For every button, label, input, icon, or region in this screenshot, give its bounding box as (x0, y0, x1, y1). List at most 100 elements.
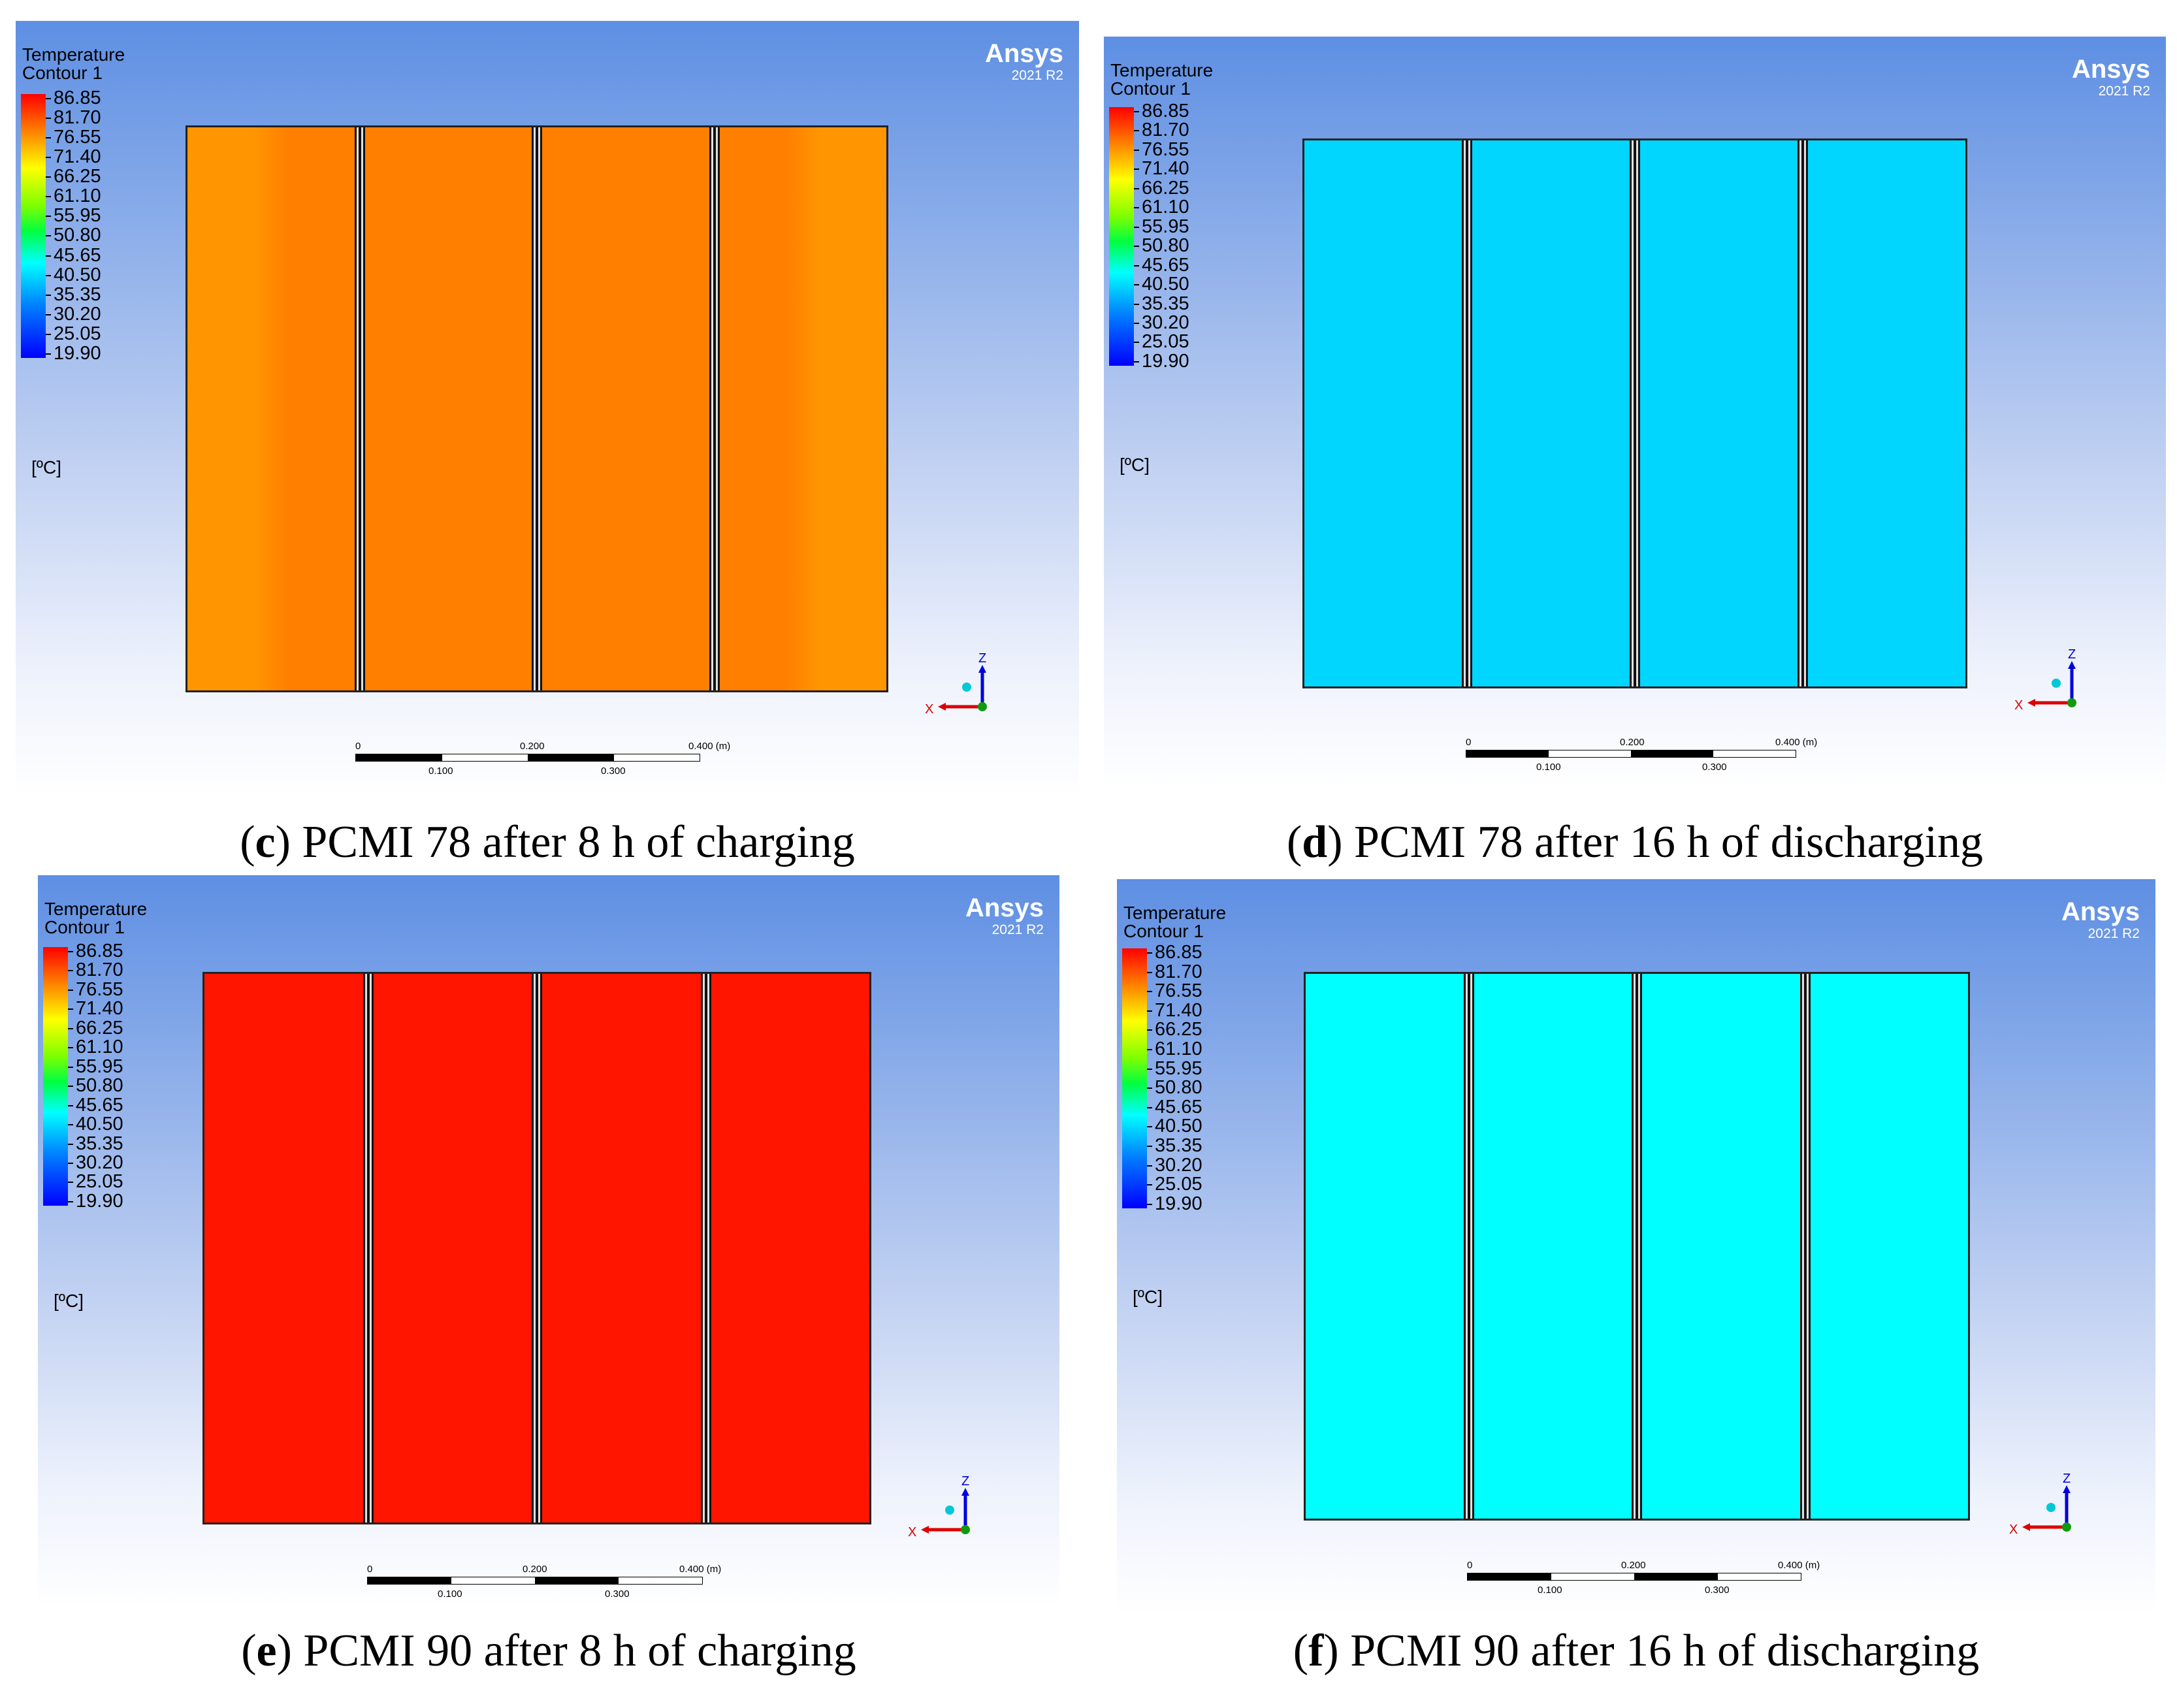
svg-text:X: X (2009, 1523, 2018, 1537)
axis-triad: Z X (2014, 649, 2076, 713)
pcm-cell (364, 127, 532, 690)
pcm-cell (1642, 974, 1800, 1519)
legend-tick: 81.70 (1134, 120, 1189, 141)
legend-tick: 86.85 (46, 88, 101, 108)
legend-tick: 71.40 (1147, 999, 1202, 1021)
model-domain (1302, 138, 1967, 688)
axis-triad: Z X (2009, 1474, 2071, 1537)
legend-tick: 25.05 (1134, 331, 1189, 353)
legend-tick: 25.05 (1147, 1174, 1202, 1195)
pcm-cell (1472, 140, 1630, 686)
ansys-logo: Ansys 2021 R2 (965, 894, 1044, 937)
legend-unit: [ºC] (1120, 455, 1150, 475)
legend-tick: 76.55 (1134, 138, 1189, 160)
legend-tick: 66.25 (1134, 177, 1189, 199)
scale-bar: 0 0.200 0.400 (m) 0.100 0.300 (1466, 737, 1818, 773)
legend-tick: 76.55 (46, 127, 101, 148)
legend-tick: 30.20 (46, 303, 101, 325)
caption-e: (e) PCMI 90 after 8 h of charging (241, 1626, 856, 1676)
svg-text:Z: Z (978, 653, 986, 666)
legend-tick: 76.55 (68, 978, 123, 1000)
legend-ticks: 86.85 81.70 76.55 71.40 66.25 61.10 55.9… (1147, 942, 1202, 1214)
legend-title: Temperature Contour 1 (44, 899, 148, 937)
contour-panel-f: Temperature Contour 1 86.85 81.70 76.55 7… (1117, 879, 2155, 1615)
legend-tick: 55.95 (68, 1055, 123, 1077)
pcm-cell (204, 974, 363, 1523)
legend-tick: 55.95 (1134, 216, 1189, 237)
legend-tick: 30.20 (1147, 1154, 1202, 1176)
legend-tick: 50.80 (1147, 1077, 1202, 1099)
scale-bar: 0 0.200 0.400 (m) 0.100 0.300 (355, 741, 731, 777)
scale-bar: 0 0.200 0.400 (m) 0.100 0.300 (1467, 1560, 1820, 1596)
color-bar (1122, 948, 1147, 1208)
pcm-cell (1808, 140, 1965, 686)
cell-wall (354, 127, 365, 690)
ansys-logo: Ansys 2021 R2 (984, 39, 1063, 83)
legend-title: Temperature Contour 1 (22, 44, 125, 83)
legend-tick: 40.50 (46, 264, 101, 285)
legend-title: Temperature Contour 1 (1110, 60, 1214, 99)
legend-tick: 35.35 (1147, 1135, 1202, 1157)
legend-tick: 45.65 (1147, 1096, 1202, 1118)
pcm-cell (542, 127, 709, 690)
model-domain (202, 972, 871, 1524)
legend-tick: 55.95 (46, 205, 101, 227)
legend-tick: 61.10 (1147, 1039, 1202, 1060)
legend-tick: 45.65 (1134, 254, 1189, 276)
cell-wall (1799, 974, 1811, 1519)
legend-tick: 35.35 (46, 283, 101, 305)
contour-panel-d: Temperature Contour 1 86.85 81.70 76.55 7… (1104, 37, 2166, 788)
cell-wall (1798, 140, 1808, 686)
legend-unit: [ºC] (54, 1291, 84, 1311)
legend-tick: 81.70 (68, 959, 123, 981)
pcm-cell (1474, 974, 1632, 1519)
legend-unit: [ºC] (1133, 1287, 1163, 1307)
pcm-cell (1306, 974, 1464, 1519)
cell-wall (1462, 140, 1472, 686)
legend-tick: 19.90 (46, 342, 101, 364)
legend-tick: 81.70 (1147, 961, 1202, 982)
contour-panel-e: Temperature Contour 1 86.85 81.70 76.55 7… (38, 875, 1059, 1608)
pcm-cell (542, 974, 701, 1523)
legend-tick: 71.40 (46, 146, 101, 168)
contour-panel-c: Temperature Contour 1 86.85 81.70 76.55 7… (16, 21, 1079, 797)
legend-tick: 40.50 (1134, 274, 1189, 295)
model-domain (185, 125, 888, 692)
legend-tick: 86.85 (1134, 101, 1189, 121)
color-bar (43, 947, 68, 1206)
legend-tick: 40.50 (1147, 1116, 1202, 1137)
axis-triad: Z X (908, 1476, 970, 1539)
legend-tick: 86.85 (68, 941, 123, 961)
svg-text:X: X (908, 1525, 916, 1539)
svg-text:X: X (925, 702, 933, 717)
legend-tick: 25.05 (46, 323, 101, 344)
legend-ticks: 86.85 81.70 76.55 71.40 66.25 61.10 55.9… (1134, 101, 1189, 371)
legend-tick: 66.25 (68, 1017, 123, 1039)
legend-tick: 35.35 (68, 1133, 123, 1154)
legend-tick: 66.25 (46, 166, 101, 187)
legend-ticks: 86.85 81.70 76.55 71.40 66.25 61.10 55.9… (46, 88, 101, 364)
legend-tick: 25.05 (68, 1171, 123, 1193)
legend-tick: 30.20 (1134, 312, 1189, 333)
legend-tick: 45.65 (68, 1094, 123, 1116)
legend-tick: 61.10 (46, 185, 101, 207)
legend-tick: 55.95 (1147, 1057, 1202, 1079)
caption-f: (f) PCMI 90 after 16 h of discharging (1293, 1626, 1980, 1676)
legend-tick: 86.85 (1147, 942, 1202, 963)
legend-ticks: 86.85 81.70 76.55 71.40 66.25 61.10 55.9… (68, 941, 123, 1211)
legend-tick: 45.65 (46, 244, 101, 266)
axis-triad: Z X (925, 653, 987, 717)
ansys-logo: Ansys 2021 R2 (2071, 55, 2150, 99)
legend-tick: 50.80 (46, 225, 101, 246)
svg-text:Z: Z (2063, 1474, 2071, 1486)
legend-tick: 61.10 (68, 1037, 123, 1058)
cell-wall (532, 974, 542, 1523)
svg-text:Z: Z (2068, 649, 2076, 662)
legend-tick: 50.80 (68, 1075, 123, 1097)
legend-tick: 71.40 (1134, 158, 1189, 180)
cell-wall (700, 974, 711, 1523)
cell-wall (1632, 974, 1642, 1519)
cell-wall (1630, 140, 1640, 686)
caption-c: (c) PCMI 78 after 8 h of charging (240, 817, 855, 867)
legend-tick: 61.10 (1134, 197, 1189, 218)
